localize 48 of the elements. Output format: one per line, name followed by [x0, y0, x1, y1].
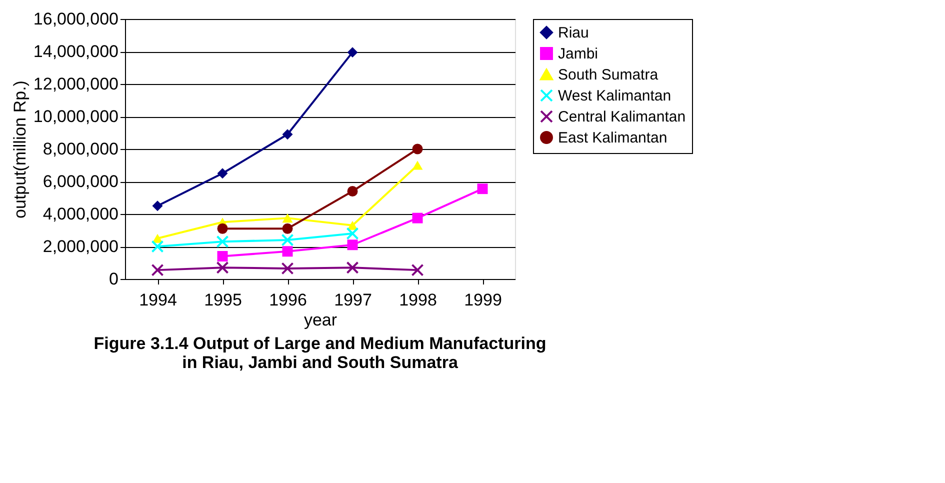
legend-label: West Kalimantan: [558, 88, 672, 104]
point: [151, 264, 164, 276]
legend-label: South Sumatra: [558, 66, 659, 84]
x-tick-label: 1996: [269, 290, 307, 310]
y-tick-label: 6,000,000: [42, 172, 118, 191]
point: [346, 227, 359, 240]
y-tick-label: 12,000,000: [33, 74, 118, 94]
point: [347, 240, 358, 250]
point: [411, 264, 424, 276]
x-tick-label: 1995: [204, 290, 242, 310]
point: [217, 251, 228, 262]
legend-label: East Kalimantan: [558, 130, 668, 146]
point: [347, 186, 358, 196]
y-tick-label: 14,000,000: [33, 42, 118, 61]
point: [282, 214, 293, 223]
x-tick-label: 1998: [399, 290, 437, 310]
y-tick-label: 0: [109, 270, 118, 288]
y-tick-label: 10,000,000: [33, 107, 118, 126]
y-axis-title: output(million Rp.): [10, 80, 30, 218]
x-tick-label: 1999: [464, 290, 502, 310]
x-tick-label: 1994: [139, 290, 177, 310]
point: [477, 184, 488, 194]
point: [281, 234, 294, 246]
x-axis-title: year: [304, 310, 338, 330]
point: [281, 262, 294, 275]
y-tick-label: 2,000,000: [42, 237, 118, 256]
point: [152, 200, 163, 212]
point: [282, 246, 293, 257]
y-tick-label: 16,000,000: [33, 10, 118, 28]
point: [347, 47, 358, 58]
legend-label: Jambi: [558, 46, 598, 62]
point: [282, 223, 293, 234]
point: [216, 261, 229, 274]
text: Figure 3.1.4 Output of Large and Medium Manufacturing in Riau, Jambi and South Sumatra: [94, 334, 546, 372]
point: [346, 261, 359, 274]
point: [217, 168, 228, 179]
point: [412, 160, 423, 170]
point: [151, 240, 164, 253]
point: [282, 129, 293, 140]
y-tick-label: 4,000,000: [42, 204, 118, 224]
legend-label: Riau: [558, 24, 589, 42]
legend-label: Central Kalimantan: [558, 108, 686, 126]
point: [412, 144, 423, 154]
x-tick-label: 1997: [334, 290, 372, 310]
point: [217, 223, 228, 234]
y-tick-label: 8,000,000: [42, 140, 118, 158]
point: [216, 235, 229, 248]
point: [412, 212, 423, 224]
